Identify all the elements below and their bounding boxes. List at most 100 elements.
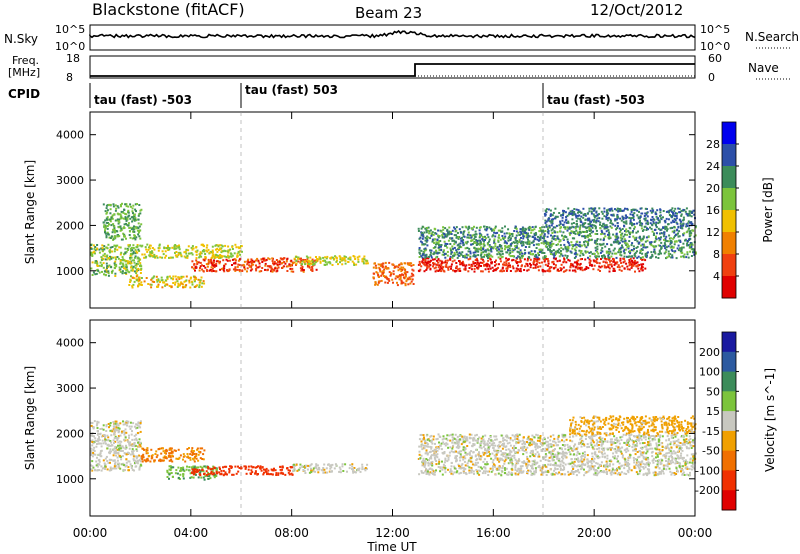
power-cell xyxy=(119,225,122,228)
power-cell xyxy=(198,286,201,289)
velocity-cell xyxy=(167,472,170,475)
velocity-cell xyxy=(203,478,206,481)
power-cell xyxy=(521,241,524,243)
power-cell xyxy=(450,265,453,268)
power-cell xyxy=(562,223,564,226)
power-cell xyxy=(199,279,202,282)
velocity-cell xyxy=(153,459,156,462)
power-cell xyxy=(459,242,462,245)
power-cell xyxy=(560,226,563,229)
velocity-cell xyxy=(168,468,171,471)
power-cell xyxy=(138,225,141,228)
power-cell xyxy=(660,246,663,249)
power-cell xyxy=(390,273,392,276)
power-cell xyxy=(658,221,661,224)
power-cell xyxy=(612,233,615,236)
power-cell xyxy=(625,214,627,217)
power-cell xyxy=(557,270,560,272)
power-cell xyxy=(109,208,112,211)
power-cell xyxy=(132,204,135,207)
power-cell xyxy=(511,265,514,268)
velocity-cell xyxy=(299,463,302,466)
power-cell xyxy=(491,266,494,269)
power-cell xyxy=(573,211,576,214)
velocity-cell xyxy=(316,468,319,471)
velocity-cell xyxy=(295,463,298,466)
velocity-cell xyxy=(168,448,171,451)
power-cell xyxy=(123,227,126,229)
power-cell xyxy=(200,276,203,279)
power-cell xyxy=(378,266,381,269)
power-cell xyxy=(420,249,423,252)
power-cell xyxy=(566,256,569,259)
power-cell xyxy=(529,258,532,261)
power-cell xyxy=(545,208,548,211)
velocity-cell xyxy=(135,439,138,442)
power-cell xyxy=(269,266,272,269)
velocity-cell xyxy=(163,451,166,454)
velocity-cell xyxy=(178,478,181,480)
power-cell xyxy=(588,210,591,213)
power-cell xyxy=(125,203,128,206)
power-cell xyxy=(578,214,581,217)
power-cell xyxy=(226,270,229,273)
power-cell xyxy=(552,249,555,252)
power-cell xyxy=(426,238,428,240)
power-cell xyxy=(419,252,421,255)
power-cell xyxy=(630,210,633,213)
velocity-cell xyxy=(170,448,172,451)
power-cell xyxy=(621,237,624,240)
power-cell xyxy=(509,264,511,267)
power-cell xyxy=(608,237,611,240)
power-cell xyxy=(468,267,471,269)
power-cell xyxy=(549,248,551,251)
power-cell xyxy=(448,265,451,268)
power-cell xyxy=(673,225,676,228)
power-cell xyxy=(607,208,610,211)
power-cell xyxy=(193,278,196,281)
power-cell xyxy=(137,218,140,221)
power-cell xyxy=(594,207,596,210)
velocity-cell xyxy=(139,441,142,444)
power-cell xyxy=(581,230,584,233)
power-cell xyxy=(545,220,548,223)
power-cell xyxy=(125,250,128,253)
power-cell xyxy=(509,249,512,252)
power-cell xyxy=(690,215,693,218)
power-cell xyxy=(101,244,104,247)
power-cell xyxy=(101,258,104,261)
power-cell xyxy=(306,258,309,261)
power-cell xyxy=(426,227,428,229)
power-cell xyxy=(680,214,683,217)
velocity-cell xyxy=(97,442,100,445)
power-cell xyxy=(116,218,119,221)
velocity-cell xyxy=(169,469,172,472)
velocity-cell xyxy=(169,465,172,468)
power-cell xyxy=(106,247,109,250)
power-cell xyxy=(134,267,137,270)
velocity-cell xyxy=(103,434,106,436)
power-cell xyxy=(363,255,366,258)
power-cell xyxy=(532,263,535,266)
power-cell xyxy=(499,253,502,256)
power-cell xyxy=(94,249,97,252)
power-cell xyxy=(557,268,559,271)
power-cell xyxy=(501,237,504,239)
power-cell xyxy=(131,237,134,240)
velocity-cell xyxy=(91,469,94,472)
power-cell xyxy=(485,229,488,232)
power-cell xyxy=(473,267,476,270)
velocity-cell xyxy=(121,445,124,448)
power-cell xyxy=(261,267,264,269)
velocity-cell xyxy=(123,431,126,434)
power-cell xyxy=(474,259,477,262)
power-cell xyxy=(392,263,395,266)
power-cell xyxy=(521,252,524,255)
velocity-cell xyxy=(95,460,98,463)
velocity-cell xyxy=(115,429,118,432)
power-cell xyxy=(640,265,643,268)
power-cell xyxy=(659,244,662,247)
power-cell xyxy=(106,231,109,234)
power-cell xyxy=(383,268,386,271)
power-cell xyxy=(549,241,552,244)
